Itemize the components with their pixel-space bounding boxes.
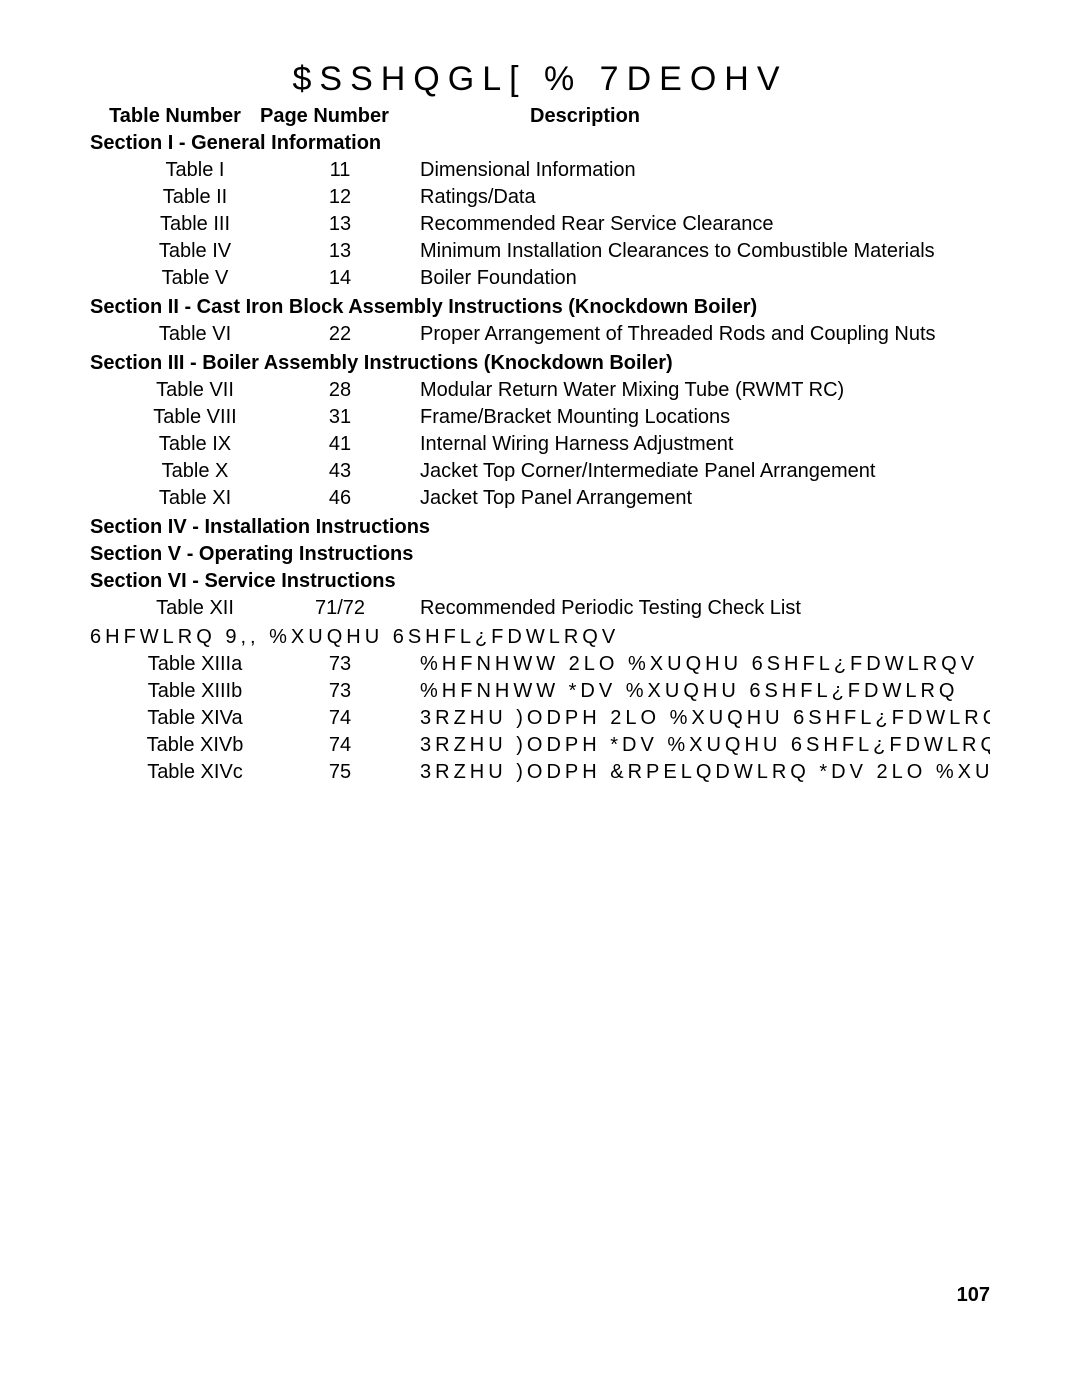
- table-row: Table XIVb743RZHU )ODPH *DV %XUQHU 6SHFL…: [90, 732, 990, 759]
- table-row: Table IV13Minimum Installation Clearance…: [90, 238, 990, 265]
- cell-description: 3RZHU )ODPH 2LO %XUQHU 6SHFL¿FDWLRQV: [420, 706, 990, 731]
- cell-table-number: Table VIII: [90, 405, 260, 430]
- cell-page-number: 12: [260, 185, 420, 210]
- table-row: Table II12Ratings/Data: [90, 184, 990, 211]
- cell-description: Proper Arrangement of Threaded Rods and …: [420, 322, 990, 347]
- sections-container: Section I - General InformationTable I11…: [90, 132, 990, 622]
- cell-table-number: Table XIIIa: [90, 652, 260, 677]
- cell-description: 3RZHU )ODPH *DV %XUQHU 6SHFL¿FDWLRQV: [420, 733, 990, 758]
- section-heading-garbled: 6HFWLRQ 9,, %XUQHU 6SHFL¿FDWLRQV: [90, 626, 990, 649]
- cell-page-number: 71/72: [260, 596, 420, 621]
- cell-table-number: Table VI: [90, 322, 260, 347]
- cell-page-number: 13: [260, 239, 420, 264]
- cell-description: 3RZHU )ODPH &RPELQDWLRQ *DV 2LO %XUQHU 6: [420, 760, 990, 785]
- cell-table-number: Table IV: [90, 239, 260, 264]
- table-row: Table VI22Proper Arrangement of Threaded…: [90, 321, 990, 348]
- cell-table-number: Table XIIIb: [90, 679, 260, 704]
- section-heading: Section VI - Service Instructions: [90, 570, 990, 593]
- cell-table-number: Table I: [90, 158, 260, 183]
- table-row: Table VIII31Frame/Bracket Mounting Locat…: [90, 404, 990, 431]
- cell-description: Recommended Periodic Testing Check List: [420, 596, 990, 621]
- cell-description: Recommended Rear Service Clearance: [420, 212, 990, 237]
- table-row: Table XIIIb73%HFNHWW *DV %XUQHU 6SHFL¿FD…: [90, 678, 990, 705]
- header-description: Description: [420, 105, 990, 128]
- table-row: Table IX41Internal Wiring Harness Adjust…: [90, 431, 990, 458]
- table-header-row: Table Number Page Number Description: [90, 105, 990, 128]
- cell-description: Minimum Installation Clearances to Combu…: [420, 239, 990, 264]
- cell-table-number: Table XIVb: [90, 733, 260, 758]
- header-table-number: Table Number: [90, 105, 260, 128]
- table-row: Table X43Jacket Top Corner/Intermediate …: [90, 458, 990, 485]
- section-heading: Section II - Cast Iron Block Assembly In…: [90, 296, 990, 319]
- cell-table-number: Table X: [90, 459, 260, 484]
- table-row: Table XII71/72Recommended Periodic Testi…: [90, 595, 990, 622]
- cell-page-number: 14: [260, 266, 420, 291]
- cell-page-number: 74: [260, 733, 420, 758]
- section-heading: Section III - Boiler Assembly Instructio…: [90, 352, 990, 375]
- cell-page-number: 22: [260, 322, 420, 347]
- cell-page-number: 75: [260, 760, 420, 785]
- cell-description: Boiler Foundation: [420, 266, 990, 291]
- cell-description: Modular Return Water Mixing Tube (RWMT R…: [420, 378, 990, 403]
- cell-page-number: 41: [260, 432, 420, 457]
- cell-description: Dimensional Information: [420, 158, 990, 183]
- table-row: Table V14Boiler Foundation: [90, 265, 990, 292]
- appendix-title: $SSHQGL[ % 7DEOHV: [90, 60, 990, 99]
- cell-table-number: Table XII: [90, 596, 260, 621]
- section-heading: Section IV - Installation Instructions: [90, 516, 990, 539]
- cell-table-number: Table XI: [90, 486, 260, 511]
- cell-table-number: Table V: [90, 266, 260, 291]
- header-page-number: Page Number: [260, 105, 420, 128]
- table-row: Table XIVa743RZHU )ODPH 2LO %XUQHU 6SHFL…: [90, 705, 990, 732]
- cell-table-number: Table XIVa: [90, 706, 260, 731]
- page-number: 107: [957, 1284, 990, 1307]
- cell-page-number: 73: [260, 652, 420, 677]
- cell-description: Ratings/Data: [420, 185, 990, 210]
- cell-page-number: 11: [260, 158, 420, 183]
- cell-table-number: Table XIVc: [90, 760, 260, 785]
- cell-table-number: Table IX: [90, 432, 260, 457]
- cell-description: Internal Wiring Harness Adjustment: [420, 432, 990, 457]
- table-row: Table VII28Modular Return Water Mixing T…: [90, 377, 990, 404]
- cell-description: %HFNHWW 2LO %XUQHU 6SHFL¿FDWLRQV: [420, 652, 990, 677]
- section7-rows: Table XIIIa73%HFNHWW 2LO %XUQHU 6SHFL¿FD…: [90, 651, 990, 786]
- cell-description: Jacket Top Panel Arrangement: [420, 486, 990, 511]
- cell-description: Jacket Top Corner/Intermediate Panel Arr…: [420, 459, 990, 484]
- table-row: Table XIVc753RZHU )ODPH &RPELQDWLRQ *DV …: [90, 759, 990, 786]
- section-heading: Section V - Operating Instructions: [90, 543, 990, 566]
- cell-page-number: 31: [260, 405, 420, 430]
- cell-table-number: Table VII: [90, 378, 260, 403]
- table-row: Table I11Dimensional Information: [90, 157, 990, 184]
- table-row: Table XIIIa73%HFNHWW 2LO %XUQHU 6SHFL¿FD…: [90, 651, 990, 678]
- cell-page-number: 28: [260, 378, 420, 403]
- cell-page-number: 13: [260, 212, 420, 237]
- cell-table-number: Table III: [90, 212, 260, 237]
- cell-description: Frame/Bracket Mounting Locations: [420, 405, 990, 430]
- table-row: Table III13Recommended Rear Service Clea…: [90, 211, 990, 238]
- cell-description: %HFNHWW *DV %XUQHU 6SHFL¿FDWLRQ: [420, 679, 990, 704]
- section-heading: Section I - General Information: [90, 132, 990, 155]
- cell-page-number: 73: [260, 679, 420, 704]
- cell-page-number: 43: [260, 459, 420, 484]
- cell-page-number: 46: [260, 486, 420, 511]
- cell-table-number: Table II: [90, 185, 260, 210]
- table-row: Table XI46Jacket Top Panel Arrangement: [90, 485, 990, 512]
- cell-page-number: 74: [260, 706, 420, 731]
- page: $SSHQGL[ % 7DEOHV Table Number Page Numb…: [0, 0, 1080, 1397]
